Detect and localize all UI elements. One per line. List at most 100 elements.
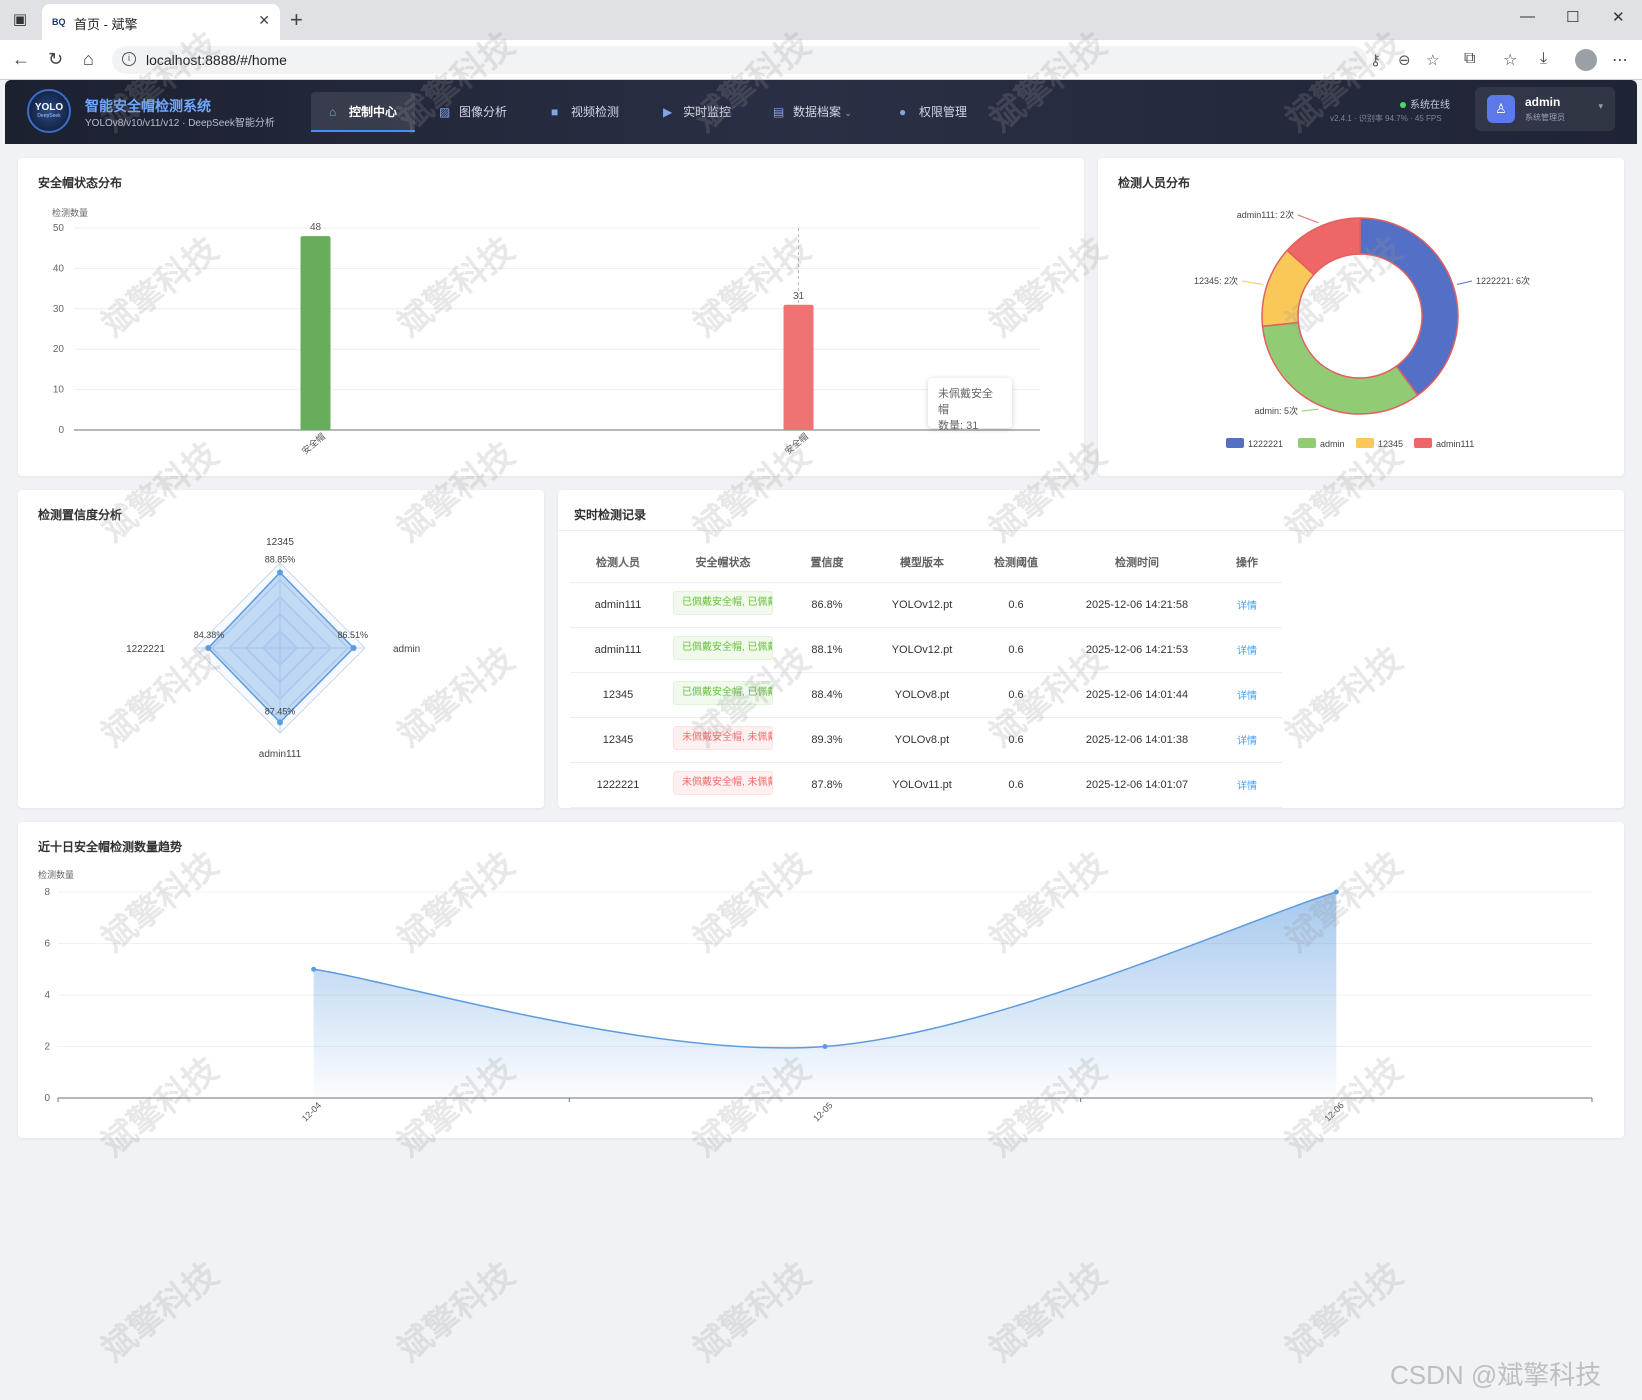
- threshold-cell: 0.6: [970, 762, 1062, 808]
- confidence-analysis-card: 检测置信度分析 12345 88.85% admin 86.51% admin111 87…: [18, 490, 544, 808]
- radar-value-label: 88.85%: [265, 554, 296, 564]
- address-bar[interactable]: i localhost:8888/#/home ⚷ ⊖ ☆: [112, 46, 1439, 74]
- close-window-icon[interactable]: ✕: [1612, 9, 1625, 26]
- nav-image-analysis[interactable]: ▨ 图像分析: [439, 92, 507, 132]
- slice-label: admin111: 2次: [1237, 209, 1294, 220]
- legend-swatch: [1226, 438, 1244, 448]
- profile-avatar[interactable]: [1575, 49, 1597, 71]
- sidebar-toggle-icon[interactable]: ▣: [12, 11, 28, 28]
- data-label: 48: [310, 222, 322, 233]
- model-cell: YOLOv8.pt: [874, 672, 970, 718]
- watermark-text: 斌擎科技: [94, 1255, 226, 1370]
- site-info-icon[interactable]: i: [122, 52, 136, 66]
- label-line: [1456, 280, 1473, 285]
- browser-tab[interactable]: BQ 首页 - 斌擎 ✕: [42, 4, 280, 40]
- card-title: 安全帽状态分布: [38, 176, 123, 190]
- status-dot-icon: [1400, 102, 1406, 109]
- status-badge: 已佩戴安全帽, 已佩戴: [673, 681, 773, 705]
- donut-chart: 1222221: 6次 admin: 5次 12345: 2次 admin111: 2…: [1194, 209, 1530, 449]
- legend-swatch: [1414, 438, 1432, 448]
- person-cell: admin111: [570, 627, 666, 673]
- helmet-status-card: 安全帽状态分布 检测数量 0 10 20 30 40 50 48 安全帽 31 安全帽 未佩戴安全帽…: [18, 158, 1084, 476]
- reload-icon[interactable]: ↻: [48, 49, 64, 69]
- nav-data-archive[interactable]: ▤ 数据档案 ⌄: [773, 92, 852, 132]
- card-title: 检测人员分布: [1118, 176, 1191, 190]
- favorite-star-icon[interactable]: ☆: [1426, 52, 1440, 69]
- watermark-text: 斌擎科技: [390, 1255, 522, 1370]
- detail-link[interactable]: 详情: [1237, 646, 1257, 657]
- status-badge: 已佩戴安全帽, 已佩戴: [673, 636, 773, 660]
- card-title: 近十日安全帽检测数量趋势: [38, 840, 183, 854]
- y-tick-label: 2: [44, 1042, 50, 1053]
- pie-slice: [1359, 217, 1459, 397]
- new-tab-icon[interactable]: +: [290, 7, 303, 32]
- radar-chart: 12345 88.85% admin 86.51% admin111 87.45% 1222…: [126, 537, 420, 760]
- password-key-icon[interactable]: ⚷: [1370, 52, 1381, 69]
- confidence-cell: 88.1%: [780, 627, 874, 673]
- nav-permission[interactable]: ● 权限管理: [899, 92, 967, 132]
- nav-control-center[interactable]: ⌂ 控制中心: [311, 92, 416, 132]
- status-badge: 未佩戴安全帽, 未佩戴: [673, 771, 773, 795]
- area-chart: 检测数量 0 2 4 6 8 12-04 12-05 12-06: [38, 869, 1593, 1124]
- favorites-icon[interactable]: ☆: [1503, 52, 1518, 69]
- area-fill: [313, 892, 1337, 1098]
- nav-live-monitor[interactable]: ▶ 实时监控: [663, 92, 731, 132]
- model-cell: YOLOv12.pt: [874, 582, 970, 628]
- user-icon: ●: [899, 105, 907, 119]
- system-status: 系统在线: [1400, 96, 1450, 111]
- browser-toolbar: ← ↻ ⌂ i localhost:8888/#/home ⚷ ⊖ ☆ ⧉ ☆ …: [0, 40, 1642, 80]
- extensions-icon[interactable]: ⧉: [1464, 50, 1476, 67]
- radar-indicator-label: admin: [393, 644, 420, 655]
- column-header: 安全帽状态: [666, 542, 780, 583]
- legend-swatch: [1356, 438, 1374, 448]
- zoom-icon[interactable]: ⊖: [1398, 52, 1411, 69]
- nav-video-detection[interactable]: ■ 视频检测: [551, 92, 619, 132]
- legend-label: 1222221: [1248, 439, 1283, 449]
- y-tick-label: 30: [53, 304, 65, 315]
- app-subtitle: YOLOv8/v10/v11/v12 · DeepSeek智能分析: [85, 118, 275, 129]
- legend-label: 12345: [1378, 439, 1403, 449]
- y-tick-label: 0: [58, 425, 64, 436]
- close-tab-icon[interactable]: ✕: [258, 12, 270, 28]
- legend-swatch: [1298, 438, 1316, 448]
- y-tick-label: 0: [44, 1093, 50, 1104]
- radar-point: [277, 719, 283, 726]
- url-text[interactable]: localhost:8888/#/home: [146, 52, 287, 68]
- time-cell: 2025-12-06 14:01:38: [1062, 717, 1212, 763]
- radar-value-label: 87.45%: [265, 706, 296, 716]
- column-header: 检测时间: [1062, 542, 1212, 583]
- person-cell: admin111: [570, 582, 666, 628]
- user-menu[interactable]: ♙ admin 系统管理员 ▾: [1475, 87, 1615, 131]
- detail-link[interactable]: 详情: [1237, 691, 1257, 702]
- time-cell: 2025-12-06 14:21:53: [1062, 627, 1212, 673]
- column-header: 置信度: [780, 542, 874, 583]
- detail-link[interactable]: 详情: [1237, 736, 1257, 747]
- time-cell: 2025-12-06 14:21:58: [1062, 582, 1212, 628]
- back-icon[interactable]: ←: [12, 49, 30, 69]
- home-icon[interactable]: ⌂: [83, 49, 94, 69]
- camera-icon: ▶: [663, 105, 673, 119]
- trend-card: 近十日安全帽检测数量趋势 检测数量 0 2 4 6 8 12-04 12-05 12-06: [18, 822, 1624, 1138]
- y-tick-label: 6: [44, 939, 50, 950]
- x-tick-label: 12-04: [300, 1100, 323, 1123]
- detail-link[interactable]: 详情: [1237, 781, 1257, 792]
- y-tick-label: 10: [53, 385, 65, 396]
- column-header: 检测阈值: [970, 542, 1062, 583]
- threshold-cell: 0.6: [970, 582, 1062, 628]
- model-cell: YOLOv11.pt: [874, 762, 970, 808]
- radar-indicator-label: 12345: [266, 537, 294, 548]
- slice-label: 1222221: 6次: [1476, 275, 1530, 286]
- download-icon[interactable]: ⤓: [1540, 50, 1548, 67]
- status-badge: 已佩戴安全帽, 已佩戴: [673, 591, 773, 615]
- more-menu-icon[interactable]: ⋯: [1612, 52, 1628, 69]
- label-line: [1301, 408, 1319, 412]
- watermark-text: 斌擎科技: [686, 1255, 818, 1370]
- minimize-icon[interactable]: —: [1520, 8, 1535, 25]
- x-tick-label: 安全帽: [299, 430, 327, 456]
- detail-link[interactable]: 详情: [1237, 601, 1257, 612]
- model-cell: YOLOv8.pt: [874, 717, 970, 763]
- x-tick-label: 12-06: [1323, 1100, 1346, 1123]
- y-tick-label: 20: [53, 344, 65, 355]
- maximize-icon[interactable]: ☐: [1566, 9, 1580, 26]
- x-tick-label: 安全帽: [782, 430, 810, 456]
